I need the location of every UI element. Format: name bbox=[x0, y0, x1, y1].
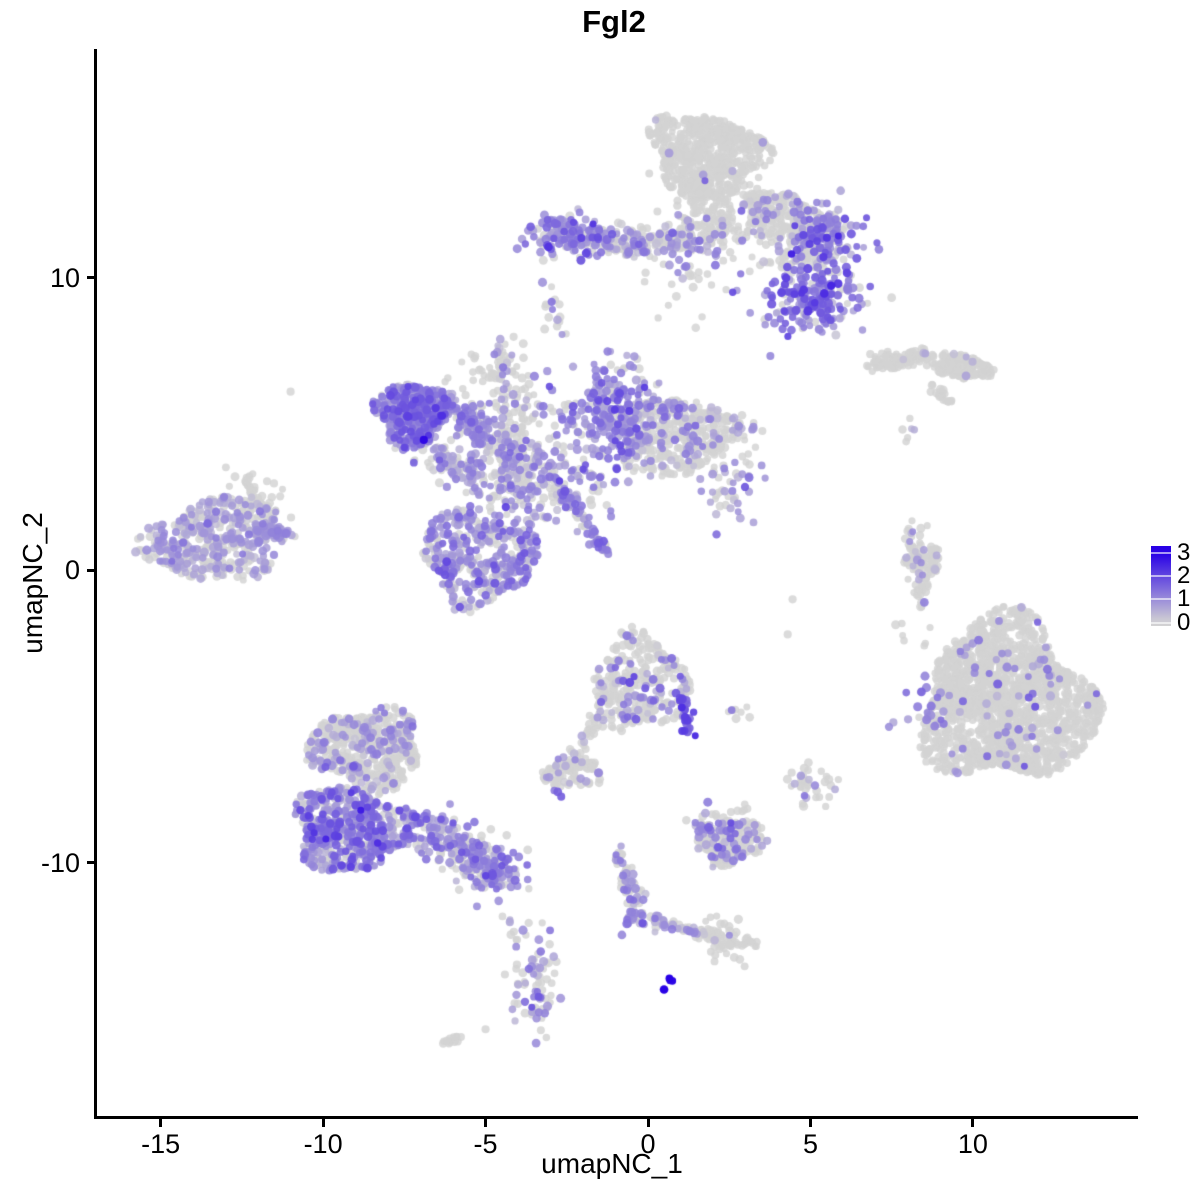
x-tick-mark bbox=[808, 1119, 812, 1127]
x-tick-label: -10 bbox=[303, 1129, 343, 1159]
x-tick-label: -15 bbox=[141, 1129, 181, 1159]
colorbar-label: 1 bbox=[1177, 585, 1191, 613]
colorbar-tick bbox=[1151, 551, 1171, 554]
x-tick-mark bbox=[971, 1119, 975, 1127]
x-axis-line bbox=[94, 1116, 1138, 1119]
x-tick-label: -5 bbox=[473, 1129, 498, 1159]
y-tick-mark bbox=[87, 568, 95, 572]
colorbar-label: 3 bbox=[1177, 538, 1191, 566]
y-tick-label: 10 bbox=[49, 262, 80, 293]
y-tick-mark bbox=[87, 276, 95, 280]
colorbar-gradient bbox=[1151, 546, 1171, 626]
plot-title: Fgl2 bbox=[582, 4, 646, 39]
colorbar-tick bbox=[1151, 621, 1171, 624]
y-axis-line bbox=[94, 49, 97, 1119]
x-axis-title: umapNC_1 bbox=[541, 1148, 683, 1179]
x-tick-mark bbox=[484, 1119, 488, 1127]
colorbar-label: 2 bbox=[1177, 562, 1191, 590]
colorbar-tick bbox=[1151, 598, 1171, 601]
y-tick-label: -10 bbox=[40, 847, 80, 878]
y-axis-title: umapNC_2 bbox=[17, 512, 48, 654]
colorbar-label: 0 bbox=[1177, 608, 1191, 636]
y-tick-mark bbox=[87, 861, 95, 865]
x-tick-label: 10 bbox=[957, 1129, 988, 1159]
colorbar-tick bbox=[1151, 575, 1171, 578]
x-tick-label: 5 bbox=[802, 1129, 818, 1159]
x-tick-mark bbox=[159, 1119, 163, 1127]
x-tick-mark bbox=[646, 1119, 650, 1127]
y-tick-label: 0 bbox=[64, 555, 80, 586]
x-tick-label: 0 bbox=[640, 1129, 656, 1159]
x-tick-mark bbox=[321, 1119, 325, 1127]
